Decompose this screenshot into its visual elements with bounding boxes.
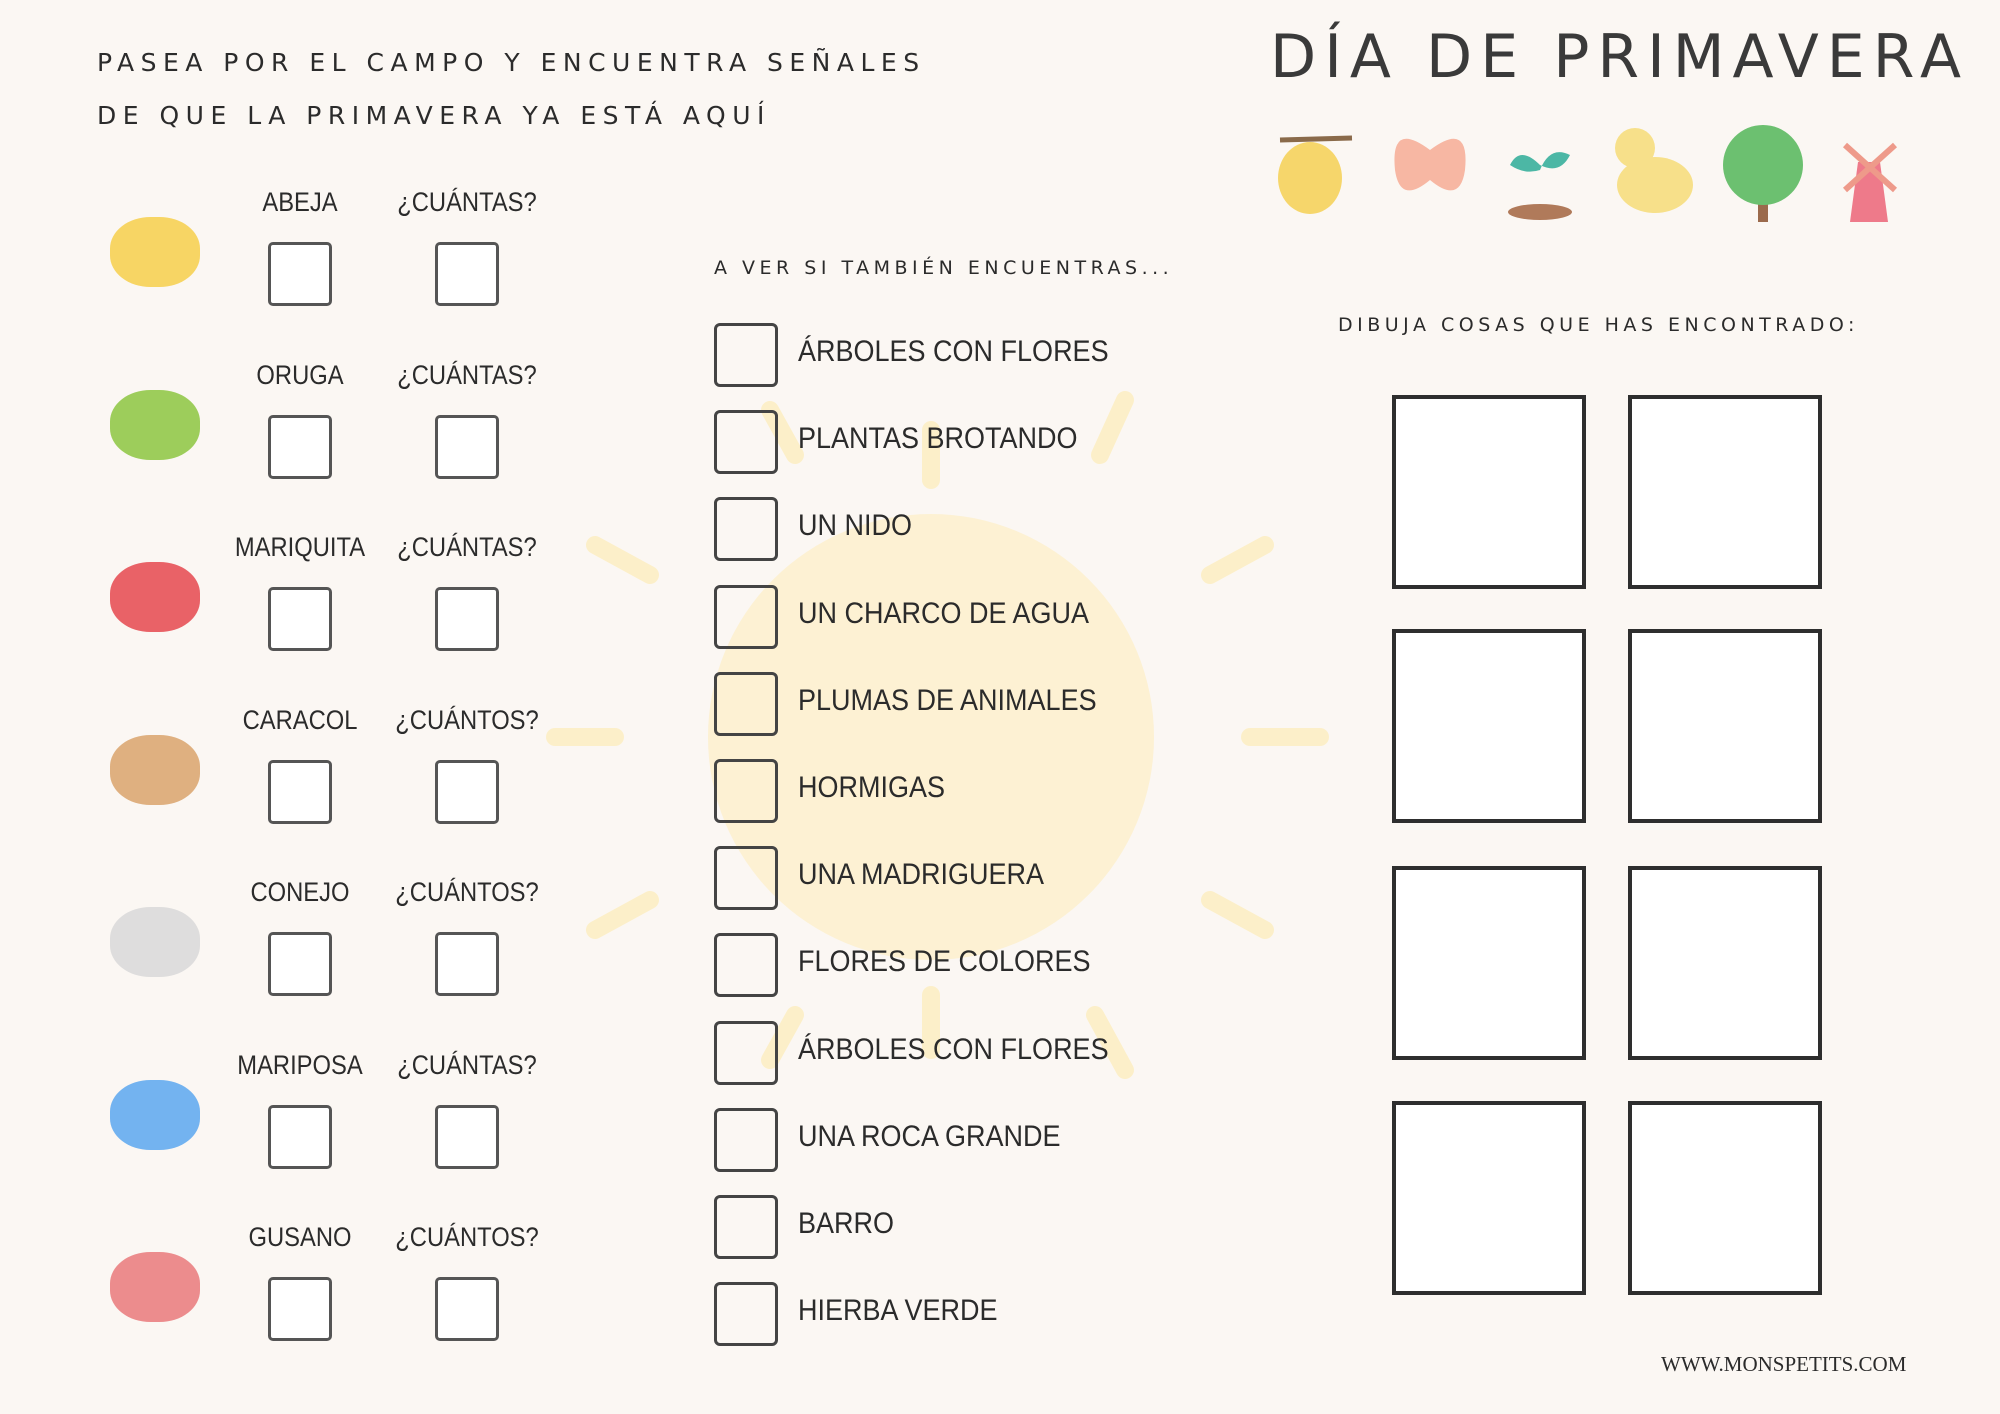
drawing-box (1628, 1101, 1822, 1295)
count-box[interactable] (435, 242, 499, 306)
count-box[interactable] (435, 759, 499, 824)
count-label: ¿CUÁNTOS? (395, 877, 539, 907)
found-checkbox[interactable] (268, 932, 332, 996)
checklist-item: PLUMAS DE ANIMALES (798, 683, 1097, 717)
count-label: ¿CUÁNTAS? (397, 187, 537, 217)
animal-icon (110, 734, 200, 805)
checklist-box[interactable] (714, 1020, 778, 1085)
animal-name: ABEJA (262, 187, 338, 217)
found-checkbox[interactable] (268, 242, 332, 306)
checklist-box[interactable] (714, 584, 778, 649)
checklist-item: PLANTAS BROTANDO (798, 422, 1078, 456)
count-label: ¿CUÁNTAS? (397, 1049, 537, 1080)
count-label: ¿CUÁNTAS? (397, 532, 537, 562)
checklist-item: UNA ROCA GRANDE (798, 1119, 1061, 1153)
animal-name: GUSANO (248, 1222, 352, 1252)
count-box[interactable] (435, 587, 499, 651)
checklist-box[interactable] (714, 323, 778, 387)
animal-icon (110, 907, 200, 977)
drawing-box (1392, 866, 1586, 1060)
checklist-item: UN NIDO (798, 509, 913, 543)
drawing-box (1628, 395, 1822, 589)
count-label: ¿CUÁNTOS? (395, 704, 539, 735)
checklist-box[interactable] (714, 1107, 778, 1172)
checklist-box[interactable] (714, 1282, 778, 1347)
checklist-item: UN CHARCO DE AGUA (798, 596, 1090, 630)
footer: WWW.MONSPETITS.COM (1661, 1352, 1907, 1376)
drawing-box (1392, 629, 1586, 823)
animal-name: MARIQUITA (234, 532, 366, 562)
checklist-box[interactable] (714, 497, 778, 562)
checklist-item: ÁRBOLES CON FLORES (798, 335, 1109, 368)
count-box[interactable] (435, 1104, 499, 1169)
checklist-heading: A VER SI TAMBIÉN ENCUENTRAS... (714, 257, 1174, 279)
checklist-item: FLORES DE COLORES (798, 945, 1091, 979)
count-box[interactable] (435, 1277, 499, 1341)
draw-heading: DIBUJA COSAS QUE HAS ENCONTRADO: (1338, 314, 1859, 336)
checklist-box[interactable] (714, 1195, 778, 1259)
animal-icon (110, 1079, 200, 1150)
checklist-item: UNA MADRIGUERA (798, 858, 1045, 892)
animal-name: MARIPOSA (237, 1049, 363, 1080)
drawing-box (1392, 1101, 1586, 1295)
found-checkbox[interactable] (268, 414, 332, 479)
drawing-box (1628, 866, 1822, 1060)
checklist-box[interactable] (714, 410, 778, 475)
count-label: ¿CUÁNTOS? (395, 1222, 539, 1252)
animal-icon (110, 562, 200, 632)
checklist-item: ÁRBOLES CON FLORES (798, 1032, 1109, 1066)
animal-name: CONEJO (250, 877, 350, 907)
animal-name: ORUGA (256, 359, 344, 390)
found-checkbox[interactable] (268, 1277, 332, 1341)
animal-name: CARACOL (242, 704, 358, 735)
spring-icons (1278, 125, 1898, 222)
animal-icon (110, 389, 200, 460)
checklist-box[interactable] (714, 933, 778, 998)
count-label: ¿CUÁNTAS? (397, 359, 537, 390)
drawing-box (1392, 395, 1586, 589)
animal-icon (110, 217, 200, 287)
checklist-box[interactable] (714, 759, 778, 823)
found-checkbox[interactable] (268, 759, 332, 824)
checklist-box[interactable] (714, 846, 778, 911)
checklist-item: HORMIGAS (798, 771, 946, 804)
count-box[interactable] (435, 414, 499, 479)
count-box[interactable] (435, 932, 499, 996)
intro-line: DE QUE LA PRIMAVERA YA ESTÁ AQUÍ (97, 101, 771, 130)
found-checkbox[interactable] (268, 587, 332, 651)
found-checkbox[interactable] (268, 1104, 332, 1169)
checklist-box[interactable] (714, 671, 778, 736)
drawing-box (1628, 629, 1822, 823)
checklist-item: BARRO (798, 1207, 895, 1240)
checklist-item: HIERBA VERDE (798, 1294, 998, 1328)
animal-icon (110, 1252, 200, 1322)
intro-line: PASEA POR EL CAMPO Y ENCUENTRA SEÑALES (97, 48, 926, 77)
title: DÍA DE PRIMAVERA (1270, 22, 1969, 92)
